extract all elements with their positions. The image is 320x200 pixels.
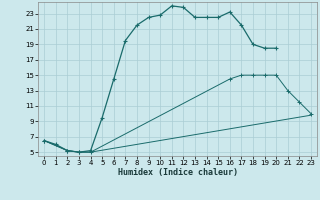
X-axis label: Humidex (Indice chaleur): Humidex (Indice chaleur) (118, 168, 238, 177)
